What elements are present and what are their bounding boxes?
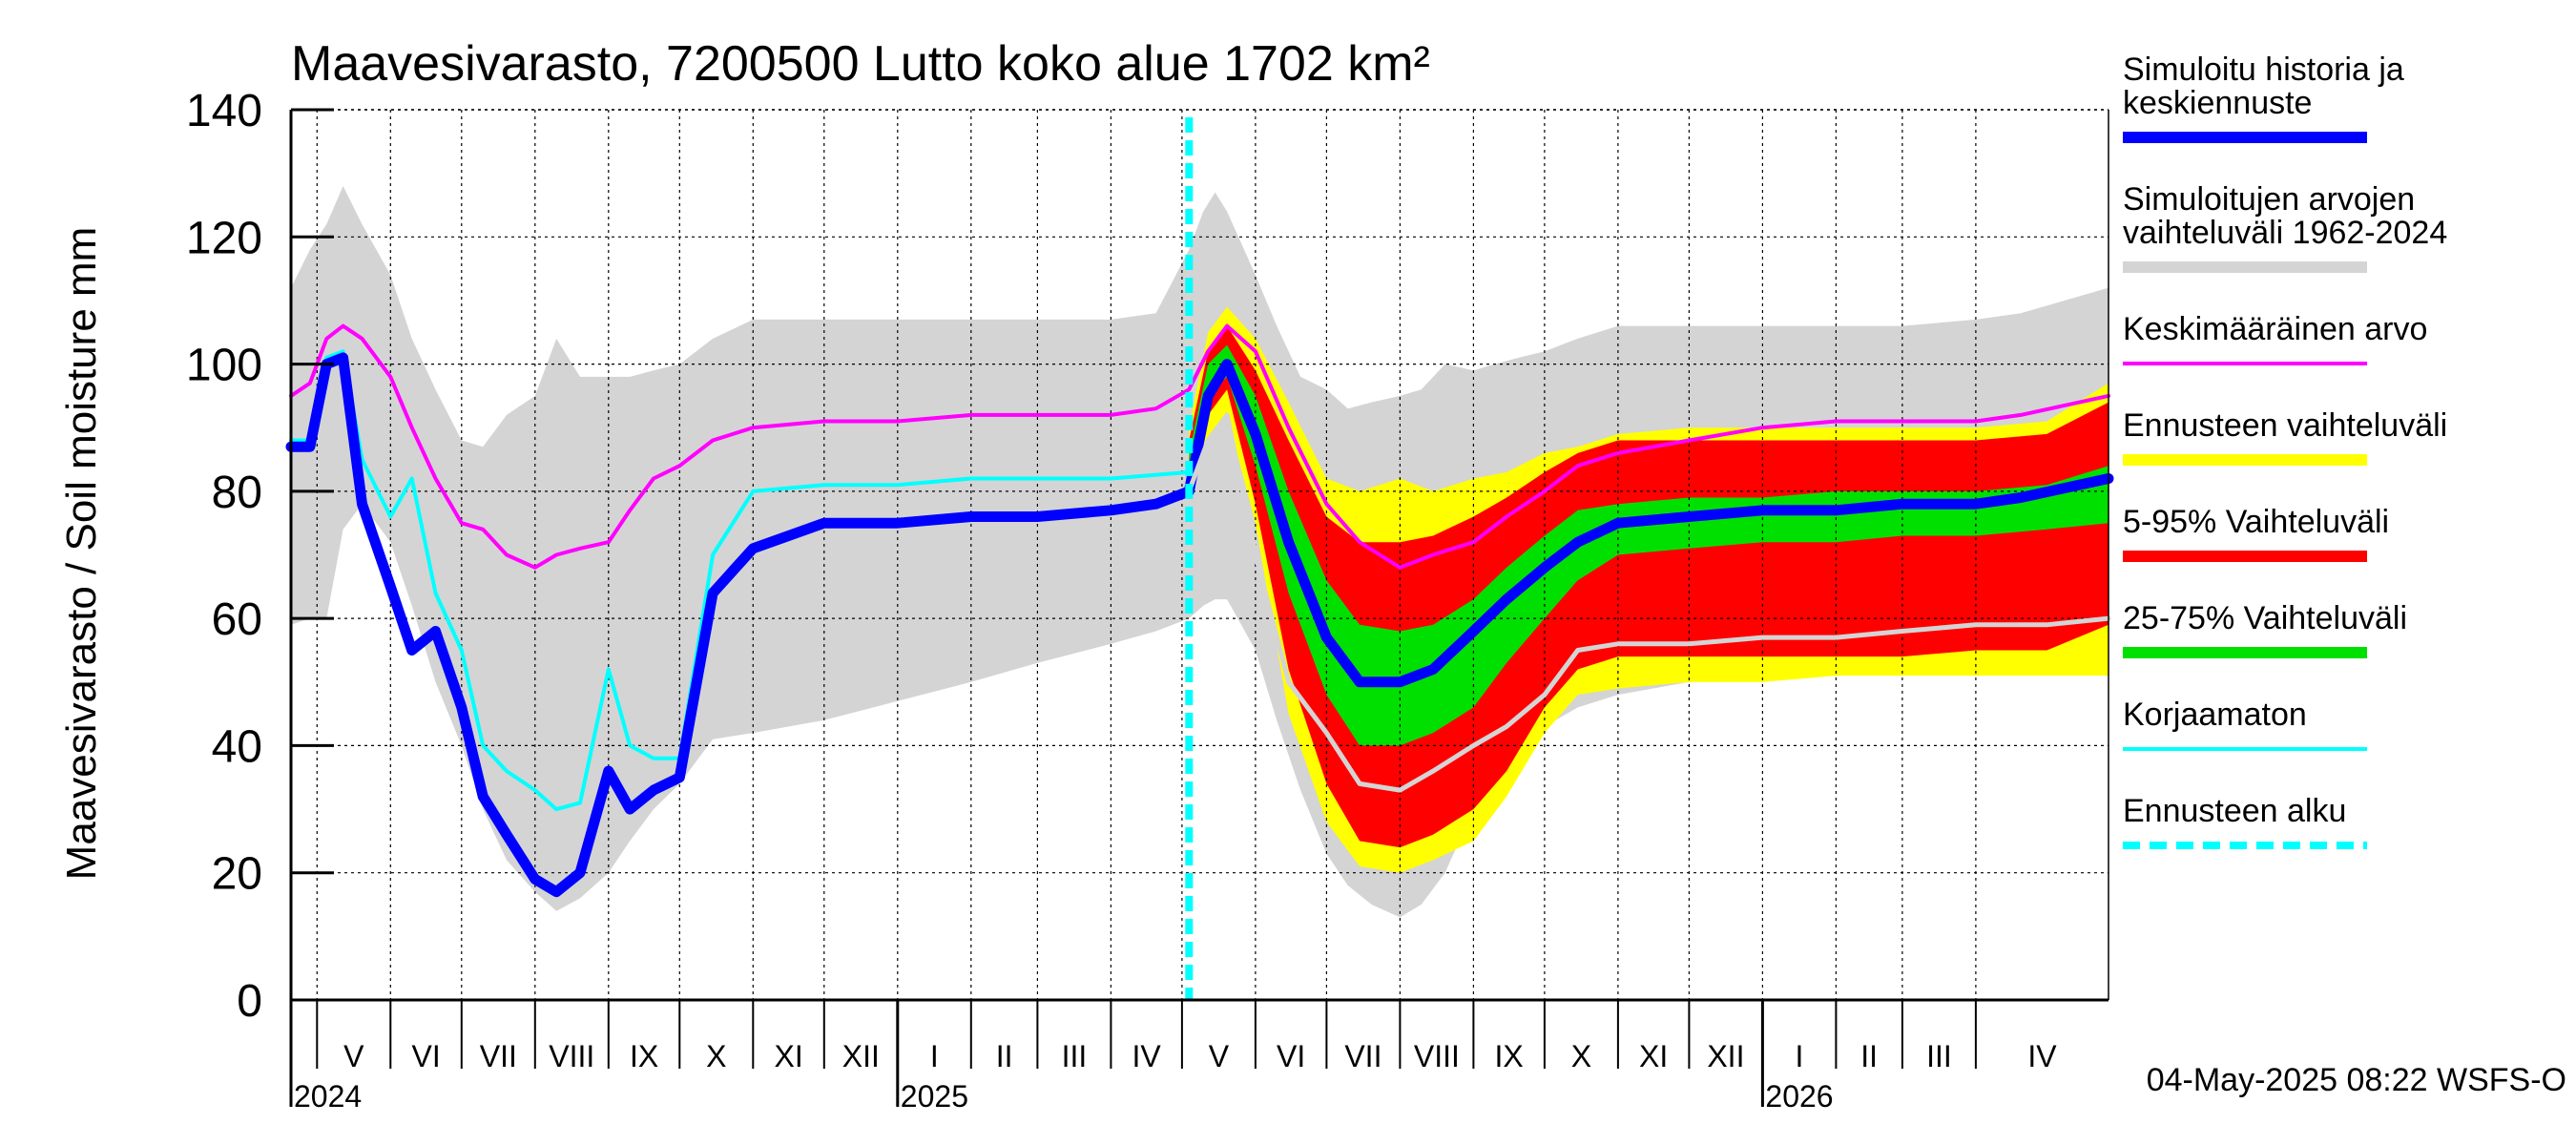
x-month-label-3: VIII bbox=[549, 1039, 594, 1073]
x-month-label-11: IV bbox=[1132, 1039, 1161, 1073]
legend-item-7: Ennusteen alku bbox=[2123, 793, 2367, 849]
line-layer bbox=[285, 117, 2114, 1000]
x-month-label-16: IX bbox=[1494, 1039, 1523, 1073]
legend-label-3-0: Ennusteen vaihteluväli bbox=[2123, 407, 2447, 444]
x-month-label-4: IX bbox=[630, 1039, 658, 1073]
x-month-label-5: X bbox=[706, 1039, 726, 1073]
x-month-label-9: II bbox=[996, 1039, 1013, 1073]
x-month-label-20: I bbox=[1795, 1039, 1803, 1073]
legend-label-1-0: Simuloitujen arvojen bbox=[2123, 181, 2415, 218]
series-line-keskimaarainen-arvo bbox=[289, 323, 2110, 570]
legend-item-6: Korjaamaton bbox=[2123, 697, 2367, 751]
x-month-label-8: I bbox=[930, 1039, 939, 1073]
x-month-label-6: XI bbox=[774, 1039, 802, 1073]
y-tick-label-20: 20 bbox=[212, 849, 262, 900]
x-month-label-15: VIII bbox=[1414, 1039, 1460, 1073]
legend-label-2-0: Keskimääräinen arvo bbox=[2123, 311, 2427, 347]
x-month-label-7: XII bbox=[842, 1039, 880, 1073]
x-month-label-22: III bbox=[1926, 1039, 1952, 1073]
x-month-label-12: V bbox=[1209, 1039, 1230, 1073]
legend-label-1-1: vaihteluväli 1962-2024 bbox=[2123, 215, 2447, 251]
legend-label-5-0: 25-75% Vaihteluväli bbox=[2123, 600, 2407, 636]
x-month-label-23: IV bbox=[2027, 1039, 2057, 1073]
y-tick-label-0: 0 bbox=[237, 976, 262, 1027]
y-tick-label-40: 40 bbox=[212, 721, 262, 772]
legend-label-4-0: 5-95% Vaihteluväli bbox=[2123, 504, 2389, 540]
y-tick-label-120: 120 bbox=[186, 213, 262, 263]
y-tick-label-80: 80 bbox=[212, 468, 262, 518]
x-month-label-0: V bbox=[343, 1039, 364, 1073]
footer-timestamp: 04-May-2025 08:22 WSFS-O bbox=[2147, 1062, 2566, 1098]
legend-label-7-0: Ennusteen alku bbox=[2123, 793, 2346, 829]
x-year-label-2024: 2024 bbox=[294, 1079, 362, 1114]
x-month-label-10: III bbox=[1062, 1039, 1088, 1073]
band-simuloitujen-arvojen-vaihteluvali-1962-2024 bbox=[291, 186, 2109, 918]
chart-title: Maavesivarasto, 7200500 Lutto koko alue … bbox=[291, 36, 1430, 92]
x-month-label-19: XII bbox=[1707, 1039, 1744, 1073]
grid-layer bbox=[291, 109, 2109, 1000]
x-month-label-21: II bbox=[1860, 1039, 1878, 1073]
x-month-label-1: VI bbox=[411, 1039, 440, 1073]
y-tick-label-100: 100 bbox=[186, 341, 262, 391]
legend-label-0-0: Simuloitu historia ja bbox=[2123, 52, 2404, 88]
band-layer bbox=[291, 186, 2109, 918]
legend-item-4: 5-95% Vaihteluväli bbox=[2123, 504, 2389, 562]
x-year-label-2025: 2025 bbox=[901, 1079, 968, 1114]
x-month-label-13: VI bbox=[1277, 1039, 1305, 1073]
legend: Simuloitu historia jakeskiennusteSimuloi… bbox=[2123, 52, 2447, 849]
x-month-label-17: X bbox=[1571, 1039, 1591, 1073]
series-line-korjaamaton bbox=[289, 349, 1192, 812]
legend-item-2: Keskimääräinen arvo bbox=[2123, 311, 2427, 365]
band-25-75-vaihteluvali bbox=[1189, 344, 2109, 746]
x-month-label-2: VII bbox=[480, 1039, 517, 1073]
x-month-label-14: VII bbox=[1344, 1039, 1381, 1073]
legend-item-3: Ennusteen vaihteluväli bbox=[2123, 407, 2447, 466]
legend-label-0-1: keskiennuste bbox=[2123, 85, 2312, 121]
y-axis-label: Maavesivarasto / Soil moisture mm bbox=[58, 227, 105, 881]
y-tick-label-140: 140 bbox=[186, 86, 262, 136]
x-month-label-18: XI bbox=[1639, 1039, 1668, 1073]
y-tick-label-60: 60 bbox=[212, 594, 262, 645]
series-line-median-forecast bbox=[1186, 412, 2111, 793]
x-year-label-2026: 2026 bbox=[1765, 1079, 1833, 1114]
legend-item-5: 25-75% Vaihteluväli bbox=[2123, 600, 2407, 658]
series-line-simuloitu-historia-ja-keskiennuste bbox=[285, 352, 2114, 898]
legend-label-6-0: Korjaamaton bbox=[2123, 697, 2307, 733]
